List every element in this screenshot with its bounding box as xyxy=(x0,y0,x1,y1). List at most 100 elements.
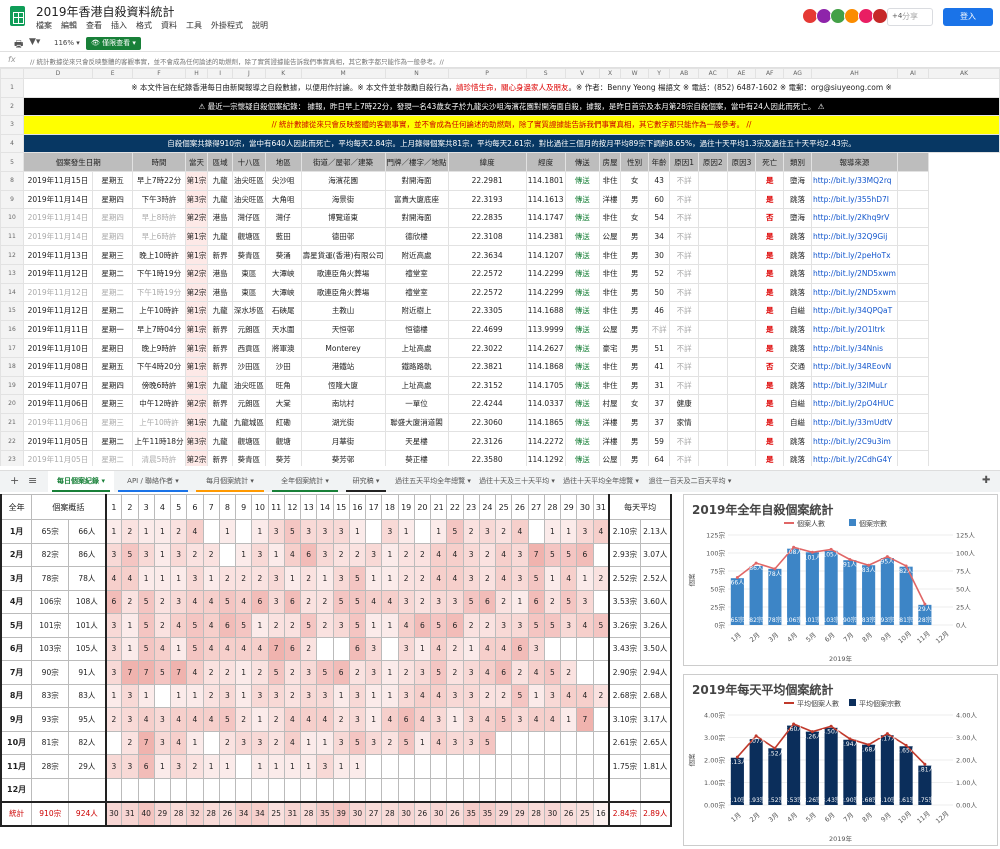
table-cell[interactable]: 男 xyxy=(620,375,649,396)
table-cell[interactable]: 港鐵站 xyxy=(300,356,386,377)
table-cell[interactable]: 天星樓 xyxy=(384,431,449,451)
table-cell[interactable]: 附近高處 xyxy=(384,245,449,265)
table-cell[interactable] xyxy=(726,394,757,414)
column-header[interactable]: N xyxy=(384,68,449,79)
table-cell[interactable]: 健康 xyxy=(669,394,699,414)
table-row[interactable]: 11 2019年11月14日 星期四 早上6時許 第1宗 九龍 觀塘區 藍田 德田邨 德欣樓 22.… xyxy=(0,226,1000,247)
table-cell[interactable]: 九龍 xyxy=(207,412,233,433)
table-cell[interactable]: 博覽道東 xyxy=(300,208,386,228)
table-cell[interactable]: 114.1688 xyxy=(525,301,566,321)
table-cell[interactable]: 第1宗 xyxy=(184,245,209,265)
table-cell[interactable]: 是 xyxy=(755,375,785,396)
table-cell[interactable]: 星期一 xyxy=(91,319,134,340)
table-cell[interactable]: 一單位 xyxy=(384,394,449,414)
table-cell[interactable]: 22.3821 xyxy=(447,356,527,377)
table-cell[interactable]: http://bit.ly/2CdhG4Y xyxy=(810,449,898,466)
table-cell[interactable]: 第1宗 xyxy=(184,375,209,396)
column-header[interactable]: AB xyxy=(669,68,699,79)
column-title[interactable]: 門牌／樓字／地點 xyxy=(384,152,449,172)
table-cell[interactable]: 2019年11月06日 xyxy=(23,394,93,414)
table-cell[interactable]: 觀塘 xyxy=(264,431,302,451)
table-cell[interactable]: 早上6時許 xyxy=(132,226,186,247)
column-title[interactable]: 經度 xyxy=(525,152,566,172)
table-cell[interactable]: 非住 xyxy=(598,245,622,265)
column-header[interactable]: AH xyxy=(810,68,898,79)
table-cell[interactable]: 2019年11月12日 xyxy=(23,301,93,321)
table-cell[interactable]: 九龍 xyxy=(207,170,233,191)
table-cell[interactable]: 九龍 xyxy=(207,189,233,210)
table-cell[interactable]: 禮堂室 xyxy=(384,282,449,303)
column-header[interactable]: E xyxy=(91,68,134,79)
table-cell[interactable]: 葵青區 xyxy=(231,245,266,265)
table-cell[interactable]: 第2宗 xyxy=(184,449,209,466)
table-cell[interactable]: 附近樹上 xyxy=(384,301,449,321)
table-cell[interactable]: 上址高處 xyxy=(384,338,449,358)
table-cell[interactable]: 34 xyxy=(647,226,671,247)
menu-item[interactable]: 格式 xyxy=(136,21,152,30)
table-cell[interactable]: 傳送 xyxy=(564,375,600,396)
table-cell[interactable]: 是 xyxy=(755,338,785,358)
table-cell[interactable] xyxy=(697,245,728,265)
table-cell[interactable]: 新界 xyxy=(207,338,233,358)
table-cell[interactable] xyxy=(697,319,728,340)
table-cell[interactable]: 第2宗 xyxy=(184,282,209,303)
table-cell[interactable]: 2019年11月05日 xyxy=(23,449,93,466)
sheet-tab[interactable]: API / 聯絡作者 ▾ xyxy=(114,471,192,493)
add-sheet-icon[interactable]: + xyxy=(10,474,20,487)
table-cell[interactable]: 是 xyxy=(755,319,785,340)
table-cell[interactable]: 是 xyxy=(755,263,785,284)
table-cell[interactable]: 不詳 xyxy=(669,431,699,451)
table-cell[interactable]: 觀塘區 xyxy=(231,431,266,451)
table-cell[interactable]: 22.3108 xyxy=(447,226,527,247)
table-cell[interactable]: 星期三 xyxy=(91,412,134,433)
table-cell[interactable]: 2019年11月12日 xyxy=(23,263,93,284)
menu-item[interactable]: 說明 xyxy=(252,21,268,30)
table-cell[interactable]: 大潭峽 xyxy=(264,263,302,284)
table-cell[interactable]: 不詳 xyxy=(669,375,699,396)
table-cell[interactable]: 早上7時22分 xyxy=(132,170,186,191)
sheet-tab[interactable]: 過往一百天及二百天平均 ▾ xyxy=(644,471,736,493)
table-cell[interactable]: 傳送 xyxy=(564,189,600,210)
table-cell[interactable]: 114.1747 xyxy=(525,208,566,228)
table-cell[interactable]: 傳送 xyxy=(564,319,600,340)
table-cell[interactable]: 男 xyxy=(620,189,649,210)
table-cell[interactable]: 星期日 xyxy=(91,338,134,358)
column-title[interactable]: 地區 xyxy=(264,152,302,172)
table-cell[interactable]: 星期二 xyxy=(91,431,134,451)
table-cell[interactable]: 不詳 xyxy=(669,170,699,191)
table-cell[interactable]: 不詳 xyxy=(669,282,699,303)
table-cell[interactable]: 男 xyxy=(620,301,649,321)
table-row[interactable]: 21 2019年11月06日 星期三 上午10時許 第1宗 九龍 九龍城區 紅磡 湖光街 聯盛大廈… xyxy=(0,412,1000,433)
table-cell[interactable]: http://bit.ly/33mUdtV xyxy=(810,412,898,433)
table-cell[interactable]: http://bit.ly/355hD7I xyxy=(810,189,898,210)
table-cell[interactable]: http://bit.ly/34Nnis xyxy=(810,338,898,358)
table-cell[interactable]: 114.1705 xyxy=(525,375,566,396)
table-row[interactable]: 19 2019年11月07日 星期四 傍晚6時許 第1宗 九龍 油尖旺區 旺角 恆隆大廈 上址高處… xyxy=(0,375,1000,396)
table-cell[interactable] xyxy=(697,375,728,396)
table-cell[interactable]: 114.2272 xyxy=(525,431,566,451)
table-cell[interactable] xyxy=(726,412,757,433)
table-cell[interactable]: http://bit.ly/2C9u3im xyxy=(810,431,898,451)
table-cell[interactable]: 上午11時18分 xyxy=(132,431,186,451)
table-cell[interactable]: 非住 xyxy=(598,208,622,228)
table-cell[interactable]: 男 xyxy=(620,282,649,303)
table-cell[interactable]: http://bit.ly/32lMuLr xyxy=(810,375,898,396)
table-cell[interactable]: 清晨5時許 xyxy=(132,449,186,466)
table-cell[interactable]: 葵芳邨 xyxy=(300,449,386,466)
column-header[interactable]: K xyxy=(264,68,302,79)
table-cell[interactable]: 跳落 xyxy=(783,263,812,284)
table-cell[interactable]: 跳落 xyxy=(783,375,812,396)
table-cell[interactable]: 22.4699 xyxy=(447,319,527,340)
table-cell[interactable]: 富貴大廈底座 xyxy=(384,189,449,210)
table-cell[interactable]: 下午4時20分 xyxy=(132,356,186,377)
table-cell[interactable]: 不詳 xyxy=(669,338,699,358)
table-cell[interactable]: 114.2381 xyxy=(525,226,566,247)
column-title[interactable]: 房屋 xyxy=(598,152,622,172)
table-cell[interactable]: 傳送 xyxy=(564,208,600,228)
table-cell[interactable] xyxy=(697,208,728,228)
column-title[interactable]: 當天 xyxy=(184,152,209,172)
table-cell[interactable]: 傳送 xyxy=(564,356,600,377)
table-cell[interactable]: 22.2572 xyxy=(447,282,527,303)
column-title[interactable]: 個案發生日期 xyxy=(22,152,134,172)
table-cell[interactable]: 南坑村 xyxy=(300,394,386,414)
